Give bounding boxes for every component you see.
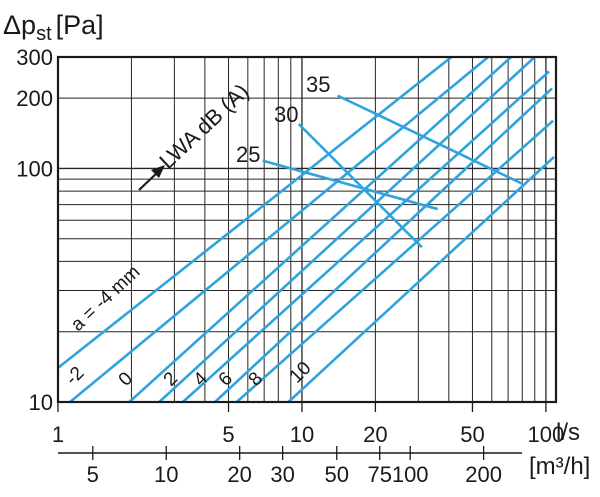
y-tick-labels: 300 200 100 10 [16,45,53,415]
damper-line-label: 10 [286,358,316,388]
x2-tick-label: 30 [270,462,294,487]
x2-tick-label: 20 [227,462,251,487]
y-axis-subscript: st [36,23,52,45]
x2-tick-label: 75 [367,462,391,487]
damper-line-label: a = -4 mm [67,262,144,336]
x-tick-label: 100 [528,422,565,447]
sound-level-label: 35 [306,72,330,97]
damper-line [57,55,453,369]
annotation-arrow-head [151,165,165,178]
sound-level-lines [262,94,523,249]
y-axis-symbol: Δp [3,10,36,40]
x-tick-label: 1 [52,422,64,447]
x-axis-unit-ls: l/s [556,419,580,446]
sound-level-annotation: LWA dB (A) [138,79,254,191]
x-tick-labels-m3h: 5 10 20 30 50 75 100 200 [58,446,522,487]
damper-line [182,70,550,403]
x2-tick-label: 10 [154,462,178,487]
y-axis-unit: [Pa] [56,10,104,40]
sound-level-labels: 25 30 35 [236,72,330,167]
y-tick-label: 100 [16,156,53,181]
x2-tick-label: 5 [87,462,99,487]
x-tick-label: 5 [222,422,234,447]
y-tick-label: 300 [16,45,53,70]
x-tick-label: 10 [290,422,314,447]
damper-line-label: 2 [160,368,182,390]
x2-tick-label: 50 [325,462,349,487]
x-tick-label: 50 [460,422,484,447]
x-tick-label: 20 [363,422,387,447]
damper-line [235,119,554,403]
plot-frame [56,55,558,404]
sound-level-line [262,159,439,211]
damper-line [69,55,490,404]
y-tick-label: 200 [16,86,53,111]
damper-line-label: 0 [115,368,137,390]
damper-line [287,155,555,403]
damper-line [158,56,536,403]
sound-level-line [337,94,523,185]
damper-line-labels: a = -4 mm-2 0 2 4 6 8 10 [62,262,316,391]
damper-line-label: -2 [62,363,89,390]
damper-line-label: 6 [215,368,237,390]
sound-level-label: 25 [236,142,260,167]
x-axis-unit-m3h: [m³/h] [529,453,590,480]
y-axis-title: Δpst [Pa] [3,10,104,45]
annotation-arrow-line [138,171,159,191]
sound-level-line [297,123,423,249]
damper-lines [57,55,555,404]
damper-line [128,56,512,403]
x-tick-labels-ls: 1 5 10 20 50 100 [52,402,564,447]
damper-line [214,87,553,403]
y-tick-label: 10 [29,390,53,415]
x2-tick-label: 100 [392,462,429,487]
sound-level-label: 30 [274,102,298,127]
x2-tick-label: 200 [465,462,502,487]
